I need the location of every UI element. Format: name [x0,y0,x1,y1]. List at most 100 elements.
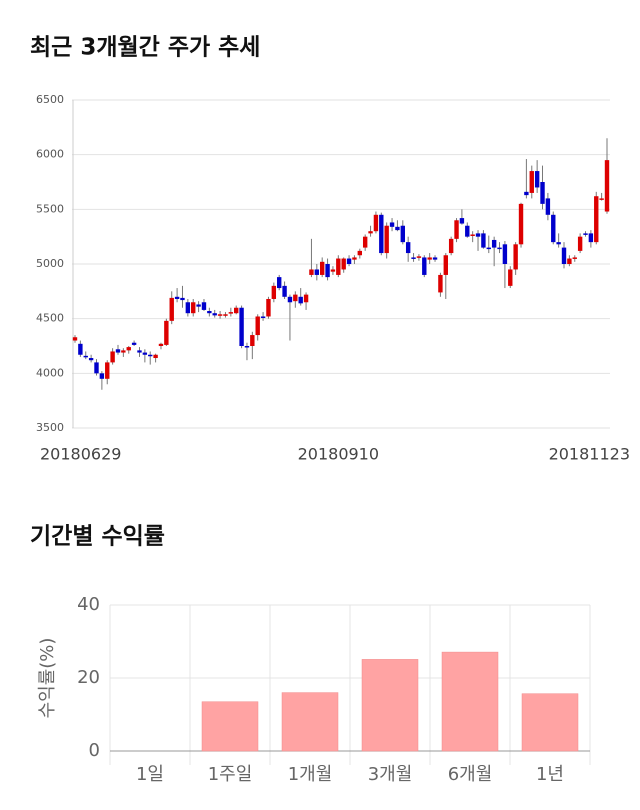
candle-body [271,285,277,299]
candle-body [99,373,105,379]
candle-body [352,257,357,260]
y-tick-label: 6500 [36,93,64,106]
candle-body [540,182,545,204]
x-tick-label: 1개월 [288,764,333,785]
candle-body [416,256,422,258]
y-axis-label: 수익률(%) [37,638,58,719]
candle-body [567,258,572,264]
candle-body [207,311,212,314]
candle-body [174,296,180,299]
candle-body [303,294,309,303]
chart-title: 최근 3개월간 주가 추세 [30,35,260,61]
bar [201,701,259,752]
candle-body [164,320,169,345]
candle-body [572,257,577,259]
candle-body [115,349,121,353]
candle-body [126,347,131,351]
x-tick-label: 1주일 [208,764,253,785]
candle-body [105,362,110,379]
y-tick-label: 4000 [36,366,64,379]
candle-body [362,236,368,248]
candle-body [459,218,465,224]
candle-body [217,314,223,316]
candle-body [491,239,497,248]
candle-body [282,285,287,297]
candle-body [336,258,341,275]
candle-body [110,351,115,363]
candle-body [534,171,540,188]
candle-body [309,269,314,275]
x-tick-label: 20180629 [40,445,121,464]
candle-body [411,257,416,259]
x-tick-label: 20181123 [549,445,630,464]
candle-body [357,250,363,256]
candle-body [148,354,153,357]
y-tick-label: 40 [77,594,100,615]
candle-body [346,258,352,264]
bar [521,693,579,752]
candle-body [373,214,379,232]
candle-body [497,247,502,250]
candle-body [250,335,255,346]
candle-body [389,222,395,227]
chart-title: 기간별 수익률 [30,524,165,550]
candle-body [153,354,158,359]
candle-body [293,294,298,302]
candle-body [137,350,142,353]
candle-body [368,231,373,234]
x-tick-label: 1년 [536,764,564,785]
candle-body [422,257,427,275]
y-tick-label: 6000 [36,148,64,161]
candle-body [298,296,303,304]
y-tick-label: 20 [77,667,100,688]
candle-body [545,198,551,215]
candle-body [330,269,336,272]
candle-body [427,257,432,260]
bar [281,692,339,752]
candle-body [481,233,486,248]
candle-body [223,314,228,316]
candle-body [287,296,293,303]
candle-body [255,316,260,336]
candle-body [142,352,148,355]
candle-body [524,191,529,196]
candle-body [400,225,405,243]
candle-body [88,358,94,361]
x-tick-label: 3개월 [368,764,413,785]
candle-body [239,307,244,346]
candle-body [513,244,518,270]
candle-body [556,242,561,245]
x-tick-label: 1일 [136,764,164,785]
candle-body [561,247,567,264]
candle-body [583,233,588,235]
y-tick-label: 0 [89,740,100,761]
candle-body [379,214,384,254]
candle-body [72,337,78,341]
bar [441,651,499,752]
candle-body [475,233,481,237]
candle-body [228,312,234,314]
candle-body [341,258,346,270]
candle-body [196,304,201,307]
candle-body [121,350,126,353]
candle-body [448,238,454,254]
candle-body [502,244,508,264]
candle-body [234,307,239,314]
candle-body [319,261,325,275]
candle-body [277,277,282,289]
candle-body [384,225,389,254]
bar [361,659,419,752]
candle-body [443,255,448,275]
candle-body [470,234,475,236]
candle-body [314,269,320,275]
x-tick-label: 20180910 [298,445,379,464]
candle-body [266,298,271,317]
candle-body [594,196,599,243]
candle-body [465,225,470,237]
candle-body [185,302,191,314]
candle-body [201,302,207,310]
candle-body [529,171,534,193]
candle-body [405,242,411,254]
candle-body [83,355,88,358]
